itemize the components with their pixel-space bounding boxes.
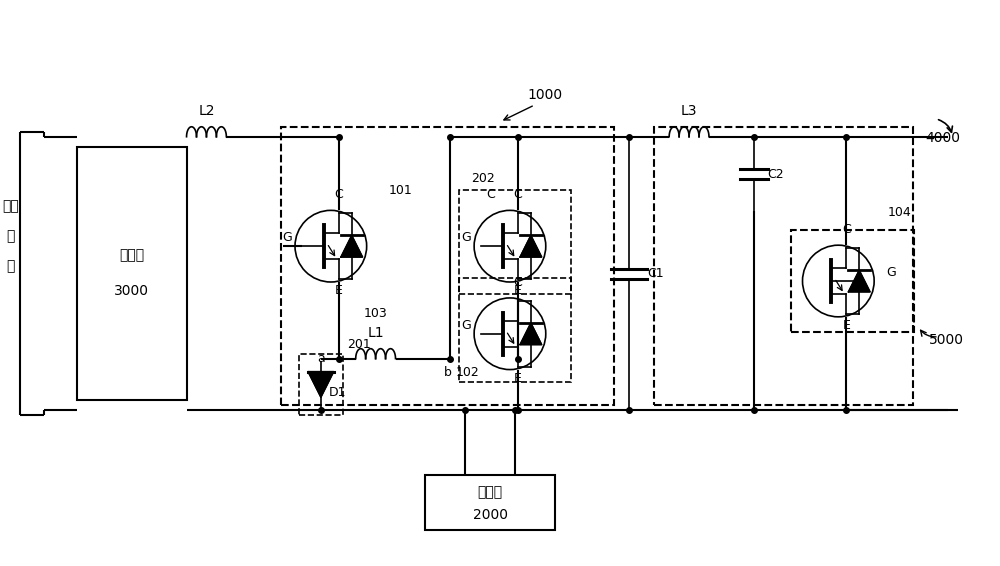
Text: 交流: 交流 (2, 199, 19, 213)
Text: C1: C1 (647, 267, 664, 280)
Polygon shape (520, 323, 542, 345)
Text: 5000: 5000 (929, 333, 964, 347)
Text: G: G (461, 231, 471, 244)
Text: 1000: 1000 (527, 88, 562, 102)
Text: C: C (842, 223, 851, 236)
Text: C2: C2 (768, 168, 784, 181)
Text: G: G (461, 319, 471, 332)
Text: 102: 102 (455, 366, 479, 379)
Text: E: E (335, 284, 343, 297)
Text: C: C (486, 188, 495, 201)
Polygon shape (520, 235, 542, 257)
Text: 整流桥: 整流桥 (119, 248, 144, 263)
FancyBboxPatch shape (425, 475, 555, 530)
Text: 4000: 4000 (925, 131, 960, 145)
Text: 202: 202 (471, 173, 495, 186)
Text: E: E (514, 371, 522, 384)
Text: 104: 104 (888, 207, 912, 220)
Text: G: G (886, 266, 896, 279)
Text: 源: 源 (6, 259, 15, 273)
Text: 201: 201 (347, 338, 371, 351)
Text: a: a (317, 351, 325, 365)
Text: b: b (444, 366, 452, 379)
Polygon shape (341, 235, 363, 257)
Polygon shape (308, 371, 334, 397)
Text: L3: L3 (681, 104, 697, 118)
Text: E: E (514, 284, 522, 297)
Polygon shape (848, 270, 870, 292)
Text: 2000: 2000 (473, 508, 508, 522)
Text: C: C (334, 188, 343, 201)
FancyBboxPatch shape (77, 147, 187, 400)
Text: E: E (842, 319, 850, 332)
Text: D1: D1 (329, 387, 346, 400)
Text: 控制器: 控制器 (477, 486, 503, 499)
Text: 101: 101 (389, 185, 412, 198)
Text: 电: 电 (6, 229, 15, 243)
Text: C: C (514, 188, 522, 201)
Text: 3000: 3000 (114, 285, 149, 298)
Text: L2: L2 (198, 104, 215, 118)
Text: G: G (282, 231, 292, 244)
Text: L1: L1 (367, 326, 384, 340)
Text: 103: 103 (364, 307, 387, 320)
Text: C: C (514, 276, 522, 289)
